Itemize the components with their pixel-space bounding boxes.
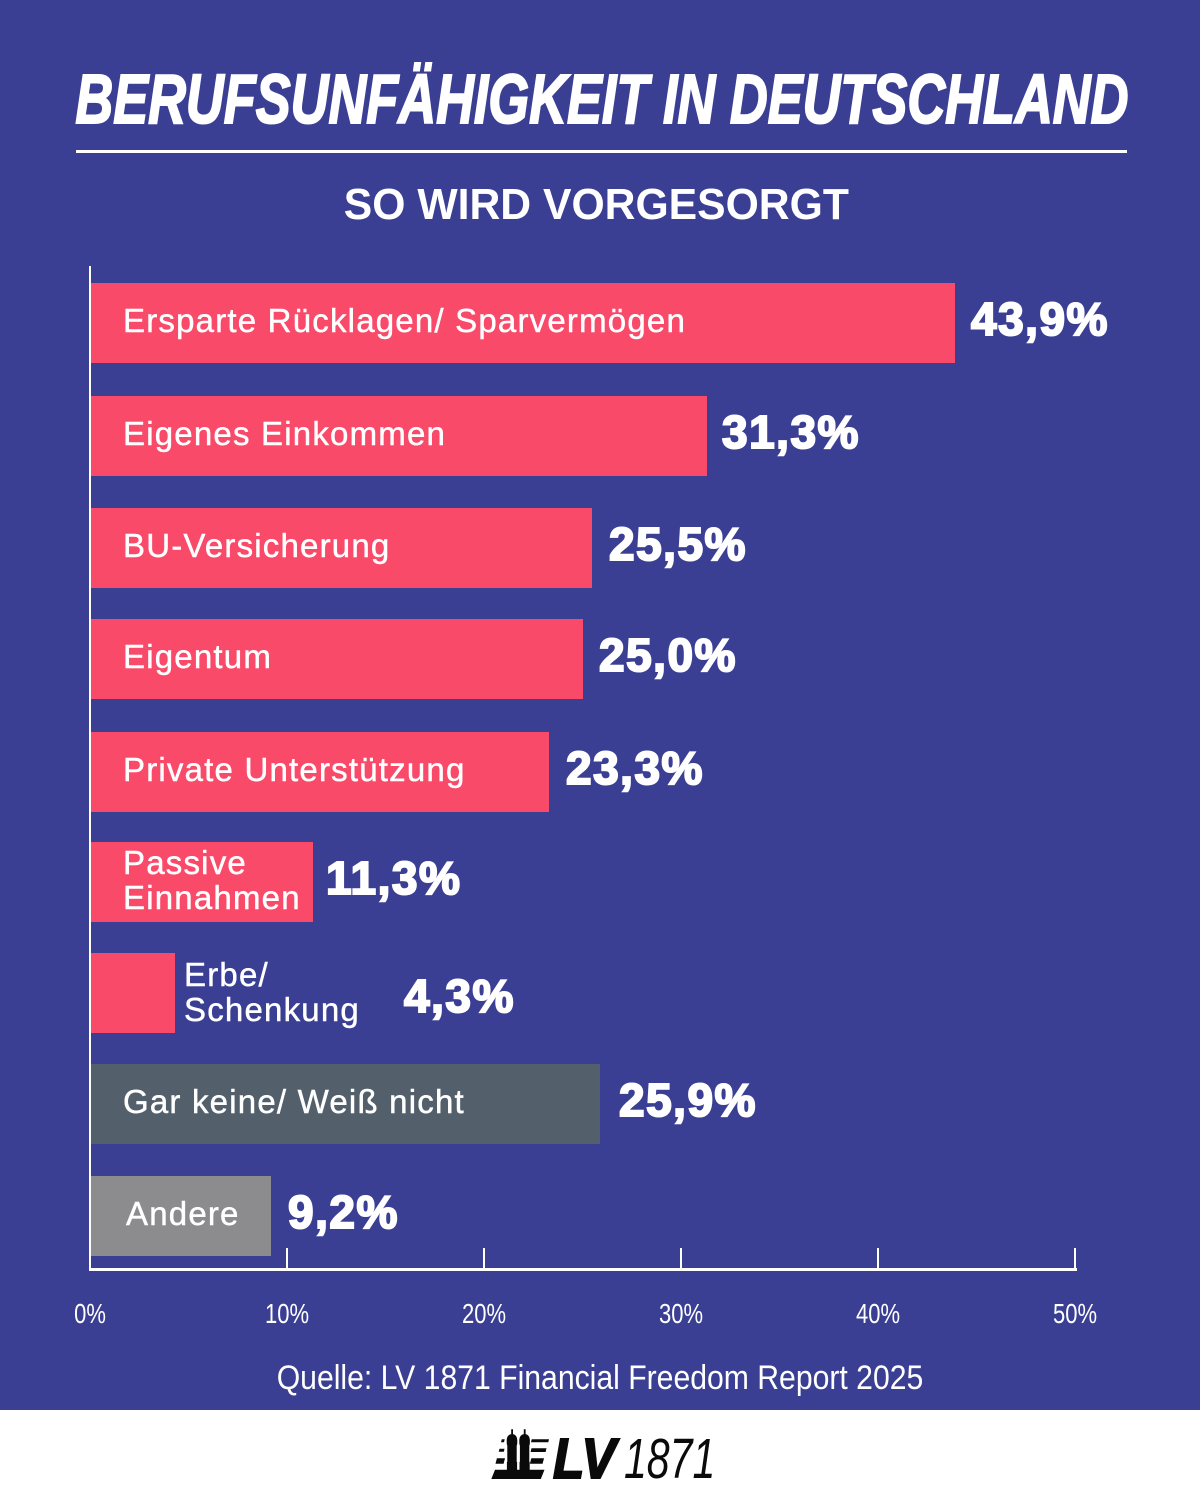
svg-text:1871: 1871	[624, 1426, 715, 1484]
svg-text:LV: LV	[553, 1428, 619, 1484]
